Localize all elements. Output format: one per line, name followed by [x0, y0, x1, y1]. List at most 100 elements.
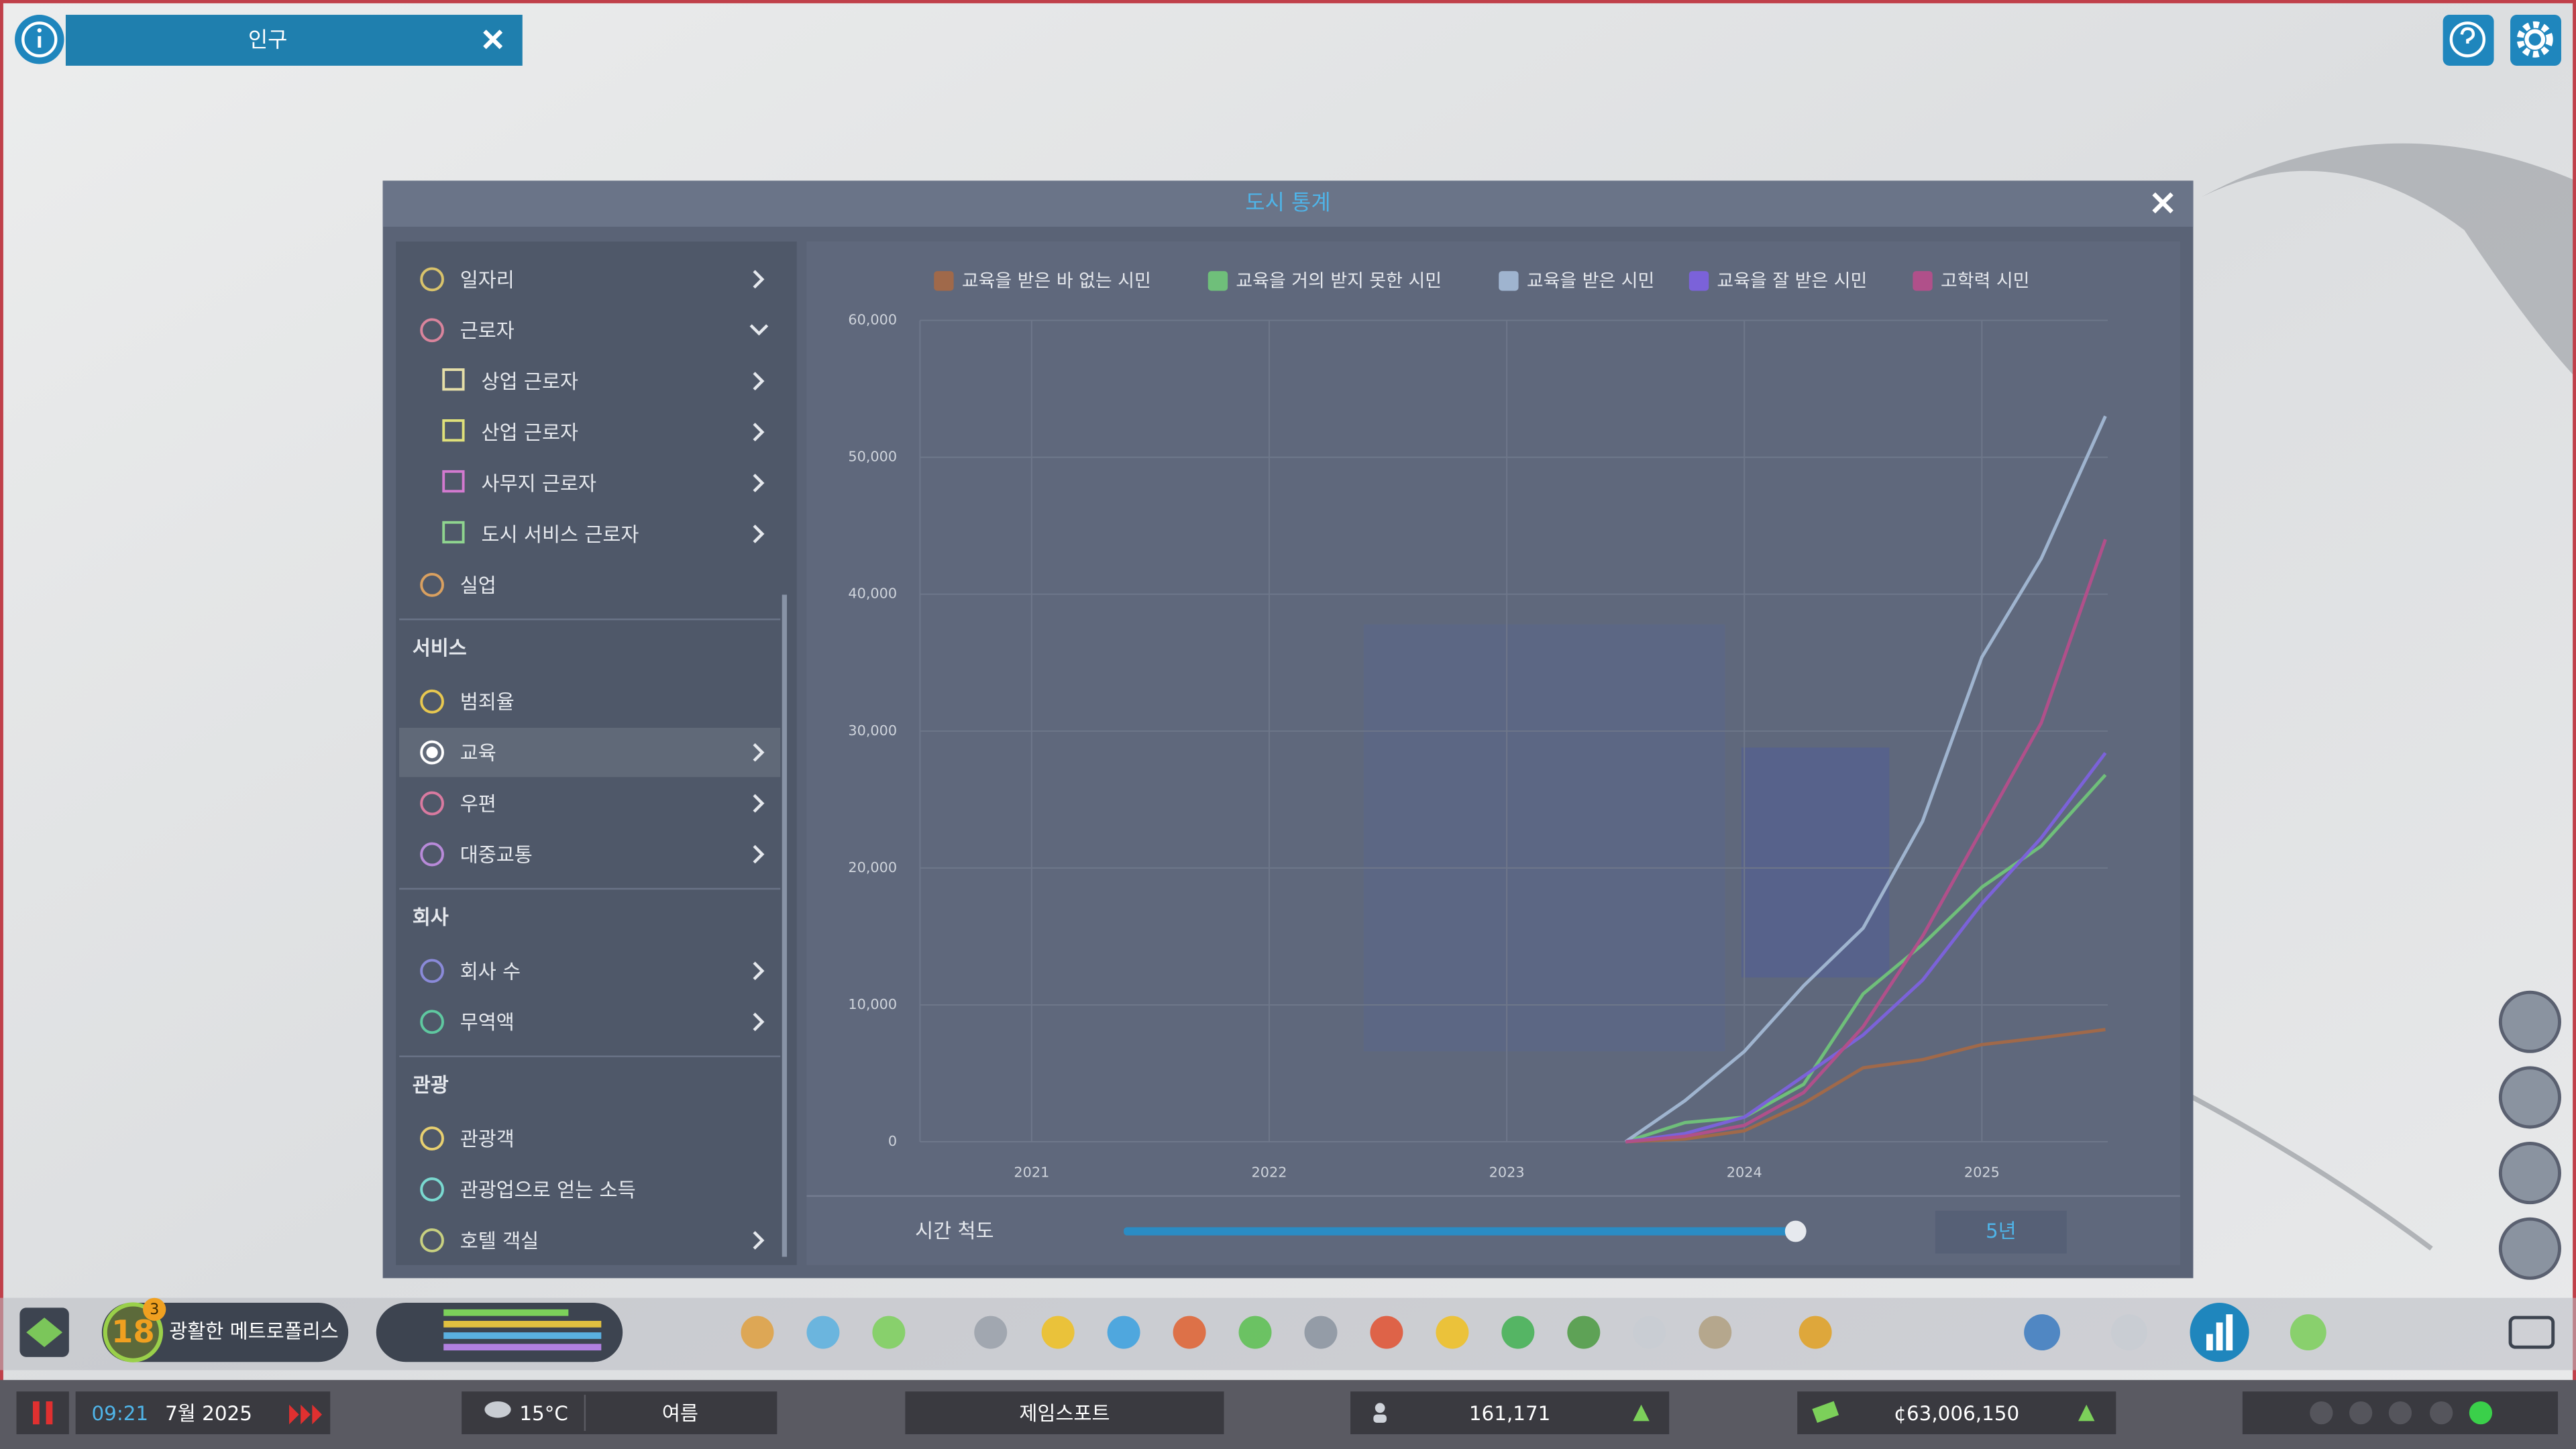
chevron[interactable]: [753, 1231, 765, 1250]
background-blur: [1741, 747, 1890, 978]
tool-button[interactable]: [1304, 1316, 1338, 1349]
tool-button[interactable]: [1107, 1316, 1140, 1349]
legend-swatch[interactable]: [934, 271, 954, 291]
radio[interactable]: [420, 267, 444, 292]
dialog-close[interactable]: [2152, 192, 2174, 214]
legend-swatch[interactable]: [1688, 271, 1709, 291]
legend-label[interactable]: 교육을 잘 받은 시민: [1717, 271, 1867, 292]
time-scale-knob[interactable]: [1784, 1220, 1807, 1242]
side-button[interactable]: [2498, 990, 2561, 1053]
temperature: 15°C: [519, 1402, 568, 1425]
tool-button[interactable]: [1633, 1316, 1666, 1349]
legend-label[interactable]: 교육을 받은 바 없는 시민: [962, 271, 1151, 292]
tool-button[interactable]: [1567, 1316, 1601, 1349]
radio[interactable]: [420, 842, 444, 867]
season: 여름: [662, 1402, 698, 1425]
menu-item[interactable]: 도시 서비스 근로자: [482, 523, 639, 546]
city-panel[interactable]: [905, 1391, 1224, 1434]
legend-label[interactable]: 교육을 받은 시민: [1527, 271, 1655, 292]
legend-label[interactable]: 교육을 거의 받지 못한 시민: [1236, 271, 1442, 292]
tool-button[interactable]: [741, 1316, 774, 1349]
menu-item[interactable]: 무역액: [460, 1011, 515, 1034]
tool-button[interactable]: [872, 1316, 906, 1349]
menu-item[interactable]: 교육: [460, 742, 496, 765]
tab[interactable]: [65, 15, 523, 66]
menu-item[interactable]: 관광업으로 얻는 소득: [460, 1179, 636, 1201]
radio[interactable]: [420, 740, 444, 765]
legend-swatch[interactable]: [1208, 271, 1228, 291]
chevron[interactable]: [753, 474, 765, 492]
tool-button[interactable]: [1699, 1316, 1732, 1349]
chevron[interactable]: [753, 743, 765, 762]
tool-button[interactable]: [2290, 1314, 2326, 1351]
happiness-icon: [2469, 1401, 2493, 1425]
checkbox[interactable]: [442, 470, 465, 493]
tool-button[interactable]: [1501, 1316, 1535, 1349]
radio[interactable]: [420, 1177, 444, 1201]
chevron[interactable]: [753, 270, 765, 289]
background-blur: [1363, 624, 1725, 1052]
chevron[interactable]: [753, 961, 765, 981]
menu-item[interactable]: 실업: [460, 574, 496, 597]
tool-button[interactable]: [1238, 1316, 1272, 1349]
chevron[interactable]: [753, 525, 765, 543]
chevron[interactable]: [753, 845, 765, 864]
menu-item[interactable]: 범죄율: [460, 691, 515, 714]
radio[interactable]: [420, 572, 444, 597]
menu-item[interactable]: 대중교통: [460, 843, 533, 866]
info-icon: [38, 36, 42, 48]
legend-swatch[interactable]: [1499, 271, 1519, 291]
menu-item[interactable]: 사무지 근로자: [482, 472, 597, 495]
menu-item[interactable]: 근로자: [460, 319, 515, 342]
scrollbar[interactable]: [782, 594, 788, 1257]
tab-close[interactable]: [483, 30, 503, 50]
checkbox[interactable]: [442, 419, 465, 442]
tool-button[interactable]: [806, 1316, 840, 1349]
tool-button[interactable]: [1370, 1316, 1403, 1349]
statistics-icon: [2226, 1314, 2233, 1351]
pause-button[interactable]: [16, 1391, 69, 1434]
help-icon: [2460, 27, 2475, 44]
menu-item[interactable]: 일자리: [460, 268, 515, 291]
menu-item[interactable]: 호텔 객실: [460, 1230, 539, 1252]
time-scale-label: 시간 척도: [915, 1220, 994, 1242]
side-button[interactable]: [2498, 1217, 2561, 1280]
tool-button[interactable]: [2024, 1314, 2061, 1351]
time-scale-box[interactable]: [1935, 1210, 2067, 1254]
menu-item[interactable]: 회사 수: [460, 960, 521, 983]
radio[interactable]: [420, 1010, 444, 1034]
radio[interactable]: [420, 1228, 444, 1252]
radio[interactable]: [420, 791, 444, 816]
selected-row[interactable]: [399, 727, 781, 777]
menu-item[interactable]: 우편: [460, 793, 496, 816]
legend-swatch[interactable]: [1913, 271, 1933, 291]
tool-button[interactable]: [1436, 1316, 1469, 1349]
menu-item[interactable]: 상업 근로자: [482, 370, 578, 393]
chevron[interactable]: [753, 423, 765, 441]
tool-button[interactable]: [1799, 1316, 1832, 1349]
menu-item[interactable]: 산업 근로자: [482, 421, 578, 444]
chevron[interactable]: [753, 1012, 765, 1032]
speed-icon[interactable]: [289, 1404, 322, 1425]
radio[interactable]: [420, 959, 444, 983]
date: 7월 2025: [165, 1402, 252, 1425]
radio[interactable]: [420, 318, 444, 343]
tool-button[interactable]: [1173, 1316, 1206, 1349]
legend-label[interactable]: 고학력 시민: [1941, 271, 2029, 292]
radio[interactable]: [420, 689, 444, 714]
checkbox[interactable]: [442, 521, 465, 544]
tool-button[interactable]: [974, 1316, 1008, 1349]
side-button[interactable]: [2498, 1142, 2561, 1205]
checkbox[interactable]: [442, 368, 465, 391]
side-button[interactable]: [2498, 1066, 2561, 1129]
milestone-panel[interactable]: [101, 1303, 349, 1362]
chevron[interactable]: [749, 324, 769, 336]
time-scale-slider[interactable]: [1124, 1227, 1796, 1236]
menu-item[interactable]: 관광객: [460, 1128, 515, 1150]
camera-button[interactable]: [2508, 1316, 2555, 1349]
chevron[interactable]: [753, 372, 765, 390]
chevron[interactable]: [753, 794, 765, 813]
tool-button[interactable]: [2110, 1314, 2147, 1351]
radio[interactable]: [420, 1126, 444, 1151]
tool-button[interactable]: [1041, 1316, 1075, 1349]
